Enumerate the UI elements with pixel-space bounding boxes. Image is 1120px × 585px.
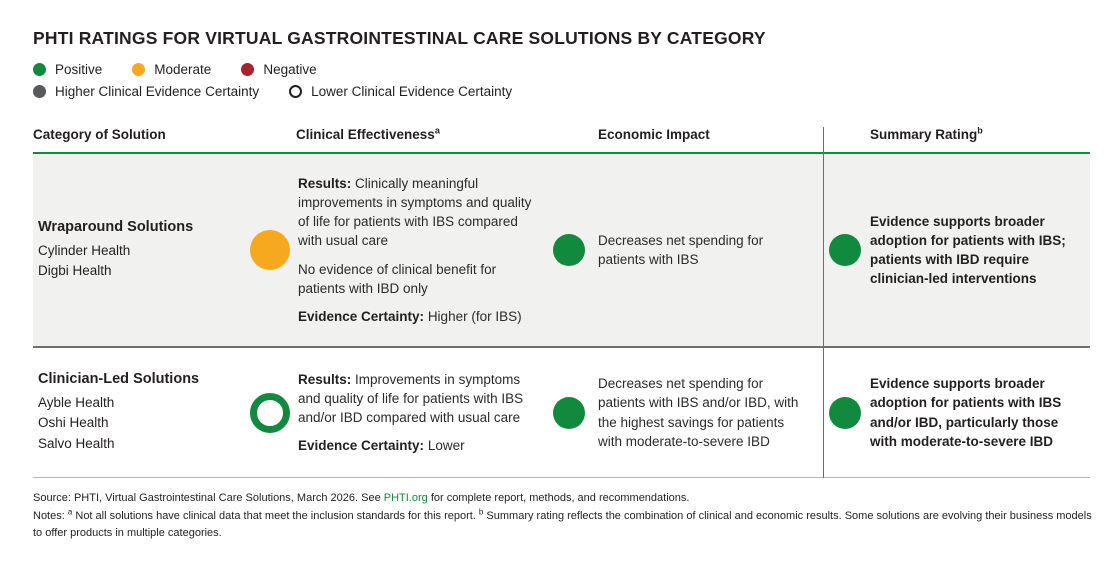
legend-item-moderate: Moderate <box>132 62 211 77</box>
legend-item-positive: Positive <box>33 62 102 77</box>
legend-item-lower-certainty: Lower Clinical Evidence Certainty <box>289 84 512 99</box>
legend-label: Positive <box>55 62 103 77</box>
source-line: Source: PHTI, Virtual Gastrointestinal C… <box>33 492 690 504</box>
phti-org-link[interactable]: PHTI.org <box>383 492 428 504</box>
company-name: Cylinder Health <box>38 242 131 258</box>
legend-label: Negative <box>263 62 317 77</box>
clinical-effectiveness-cell: Results: Improvements in symptoms and qu… <box>248 348 551 477</box>
column-header-economic: Economic Impact <box>598 127 710 142</box>
legend: Positive Moderate Negative Higher Clinic… <box>33 62 1090 99</box>
legend-certainty-row: Higher Clinical Evidence Certainty Lower… <box>33 84 1090 99</box>
legend-label: Lower Clinical Evidence Certainty <box>311 84 513 99</box>
moderate-dot-icon <box>132 63 146 76</box>
filled-circle-icon <box>33 85 46 98</box>
summary-column-divider <box>823 127 824 478</box>
clinical-text: Results: Clinically meaningful improveme… <box>298 175 532 324</box>
notes-line: Notes: a Not all solutions have clinical… <box>33 506 1092 540</box>
category-name: Clinician-Led Solutions <box>38 371 200 388</box>
economic-impact-cell: Decreases net spending for patients with… <box>551 154 823 346</box>
table-row-clinician-led: Clinician-Led Solutions Ayble Health Osh… <box>33 348 1090 478</box>
company-name: Salvo Health <box>38 435 115 451</box>
column-header-category: Category of Solution <box>33 127 166 142</box>
category-name: Wraparound Solutions <box>38 218 194 235</box>
ratings-table: Category of Solution Clinical Effectiven… <box>33 125 1090 478</box>
positive-rating-icon <box>553 234 585 266</box>
category-cell: Wraparound Solutions Cylinder Health Dig… <box>33 154 248 346</box>
hollow-circle-icon <box>289 85 303 98</box>
positive-rating-icon <box>829 396 861 429</box>
legend-label: Moderate <box>154 62 212 77</box>
company-name: Ayble Health <box>38 395 115 411</box>
legend-item-higher-certainty: Higher Clinical Evidence Certainty <box>33 84 259 99</box>
clinical-effectiveness-cell: Results: Clinically meaningful improveme… <box>248 154 551 346</box>
company-name: Digbi Health <box>38 263 112 278</box>
page-title: PHTI RATINGS FOR VIRTUAL GASTROINTESTINA… <box>33 28 766 48</box>
column-header-clinical: Clinical Effectivenessa <box>296 125 440 142</box>
economic-text: Decreases net spending for patients with… <box>598 376 799 449</box>
positive-hollow-rating-icon <box>250 392 290 433</box>
clinical-text: Results: Improvements in symptoms and qu… <box>298 371 524 454</box>
negative-dot-icon <box>241 63 255 76</box>
column-header-summary: Summary Ratingb <box>870 125 983 142</box>
economic-text: Decreases net spending for patients with… <box>598 232 764 267</box>
economic-impact-cell: Decreases net spending for patients with… <box>551 348 823 477</box>
positive-rating-icon <box>829 234 861 266</box>
company-name: Oshi Health <box>38 415 109 431</box>
positive-rating-icon <box>553 396 585 429</box>
footer: Source: PHTI, Virtual Gastrointestinal C… <box>33 490 1095 543</box>
figure-page: PHTI RATINGS FOR VIRTUAL GASTROINTESTINA… <box>33 28 1095 543</box>
summary-text: Evidence supports broader adoption for p… <box>870 376 1062 449</box>
summary-text: Evidence supports broader adoption for p… <box>870 213 1066 287</box>
legend-rating-row: Positive Moderate Negative <box>33 62 1090 77</box>
positive-dot-icon <box>33 63 46 76</box>
moderate-rating-icon <box>250 230 290 270</box>
table-header-row: Category of Solution Clinical Effectiven… <box>33 125 1090 154</box>
legend-label: Higher Clinical Evidence Certainty <box>55 84 260 99</box>
summary-rating-cell: Evidence supports broader adoption for p… <box>823 154 1090 346</box>
summary-rating-cell: Evidence supports broader adoption for p… <box>823 348 1090 477</box>
category-cell: Clinician-Led Solutions Ayble Health Osh… <box>33 348 248 477</box>
legend-item-negative: Negative <box>241 62 317 77</box>
table-row-wraparound: Wraparound Solutions Cylinder Health Dig… <box>33 154 1090 348</box>
